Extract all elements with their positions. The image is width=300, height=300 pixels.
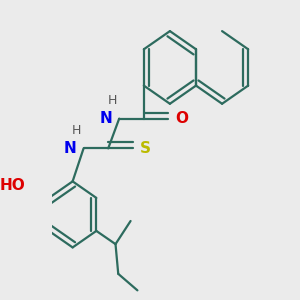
Text: S: S — [140, 141, 151, 156]
Text: H: H — [108, 94, 117, 107]
Text: HO: HO — [0, 178, 26, 193]
Text: H: H — [72, 124, 81, 137]
Text: O: O — [175, 111, 188, 126]
Text: N: N — [100, 111, 112, 126]
Text: N: N — [64, 141, 77, 156]
